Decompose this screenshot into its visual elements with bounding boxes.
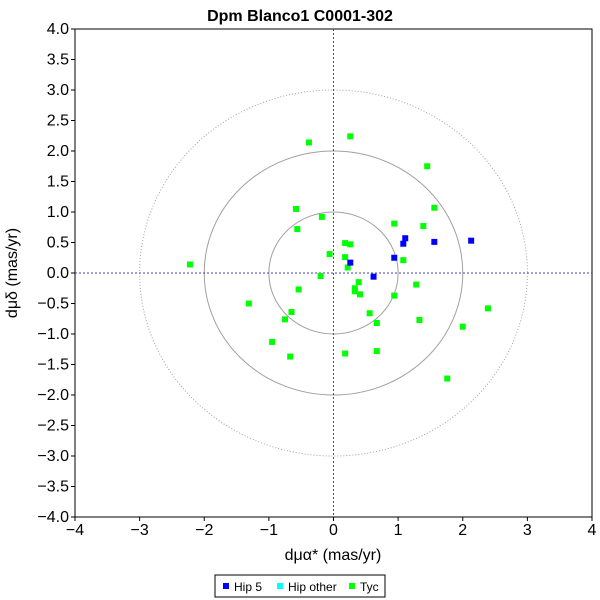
y-tick-label: 1.5: [47, 174, 69, 191]
data-point-tyc: [351, 285, 358, 292]
x-tick-label: 0: [329, 522, 338, 539]
legend: Hip 5 Hip other Tyc: [214, 574, 386, 598]
data-point-tyc: [344, 264, 351, 271]
data-point-tyc: [416, 316, 423, 323]
data-point-hip-5: [391, 254, 398, 261]
y-axis-label: dμδ (mas/yr): [4, 228, 21, 318]
data-point-tyc: [318, 213, 325, 220]
y-tick-label: 1.0: [47, 204, 69, 221]
data-point-tyc: [373, 348, 380, 355]
data-point-tyc: [342, 240, 349, 247]
legend-label-tyc: Tyc: [360, 580, 379, 594]
data-point-tyc: [187, 261, 194, 268]
data-point-tyc: [305, 139, 312, 146]
y-tick-label: −1.0: [37, 326, 69, 343]
data-point-tyc: [287, 353, 294, 360]
data-point-tyc: [295, 286, 302, 293]
legend-swatch-hip-other: [277, 583, 283, 589]
y-tick-label: 3.5: [47, 52, 69, 69]
data-point-tyc: [413, 281, 420, 288]
data-point-tyc: [391, 292, 398, 299]
y-tick-label: −3.0: [37, 448, 69, 465]
legend-swatch-tyc: [349, 583, 355, 589]
data-points: [187, 133, 491, 382]
data-point-tyc: [293, 205, 300, 212]
y-tick-label: −0.5: [37, 296, 69, 313]
y-tick-label: 2.5: [47, 113, 69, 130]
y-tick-label: −2.5: [37, 418, 69, 435]
legend-swatch-hip5: [223, 583, 229, 589]
y-axis-ticks: 4.0 3.5 3.0 2.5 2.0 1.5 1.0 0.5 0.0 −0.5 −1.0 −1.5 −…: [37, 21, 75, 526]
y-tick-label: 0.5: [47, 235, 69, 252]
data-point-tyc: [420, 223, 427, 230]
y-tick-label: 4.0: [47, 21, 69, 38]
data-point-tyc: [444, 375, 451, 382]
data-point-tyc: [424, 163, 431, 170]
y-tick-label: 3.0: [47, 82, 69, 99]
data-point-tyc: [431, 204, 438, 211]
legend-box: [214, 574, 386, 598]
data-point-tyc: [400, 257, 407, 264]
data-point-tyc: [459, 323, 466, 330]
x-tick-label: 2: [458, 522, 467, 539]
data-point-tyc: [484, 305, 491, 312]
x-tick-label: −3: [131, 522, 149, 539]
data-point-hip-5: [400, 240, 407, 247]
data-point-tyc: [373, 320, 380, 327]
data-point-tyc: [356, 291, 363, 298]
x-tick-label: 3: [523, 522, 532, 539]
data-point-tyc: [351, 288, 358, 295]
x-tick-label: −4: [66, 522, 84, 539]
data-point-tyc: [342, 350, 349, 357]
y-tick-label: −1.5: [37, 357, 69, 374]
data-point-tyc: [288, 309, 295, 316]
y-tick-label: −4.0: [37, 509, 69, 526]
data-point-hip-5: [370, 273, 377, 280]
data-point-tyc: [366, 310, 373, 317]
zero-lines: [75, 29, 592, 517]
data-point-tyc: [391, 220, 398, 227]
x-tick-label: 4: [588, 522, 597, 539]
x-tick-label: −1: [260, 522, 278, 539]
data-point-hip-5: [402, 235, 409, 242]
x-axis-ticks: −4 −3 −2 −1 0 1 2 3 4: [66, 517, 597, 539]
data-point-tyc: [317, 273, 324, 280]
data-point-tyc: [342, 254, 349, 261]
data-point-tyc: [294, 226, 301, 233]
x-tick-label: −2: [195, 522, 213, 539]
y-tick-label: −2.0: [37, 387, 69, 404]
data-point-tyc: [347, 133, 354, 140]
x-tick-label: 1: [394, 522, 403, 539]
data-point-hip-5: [347, 259, 354, 266]
x-axis-label: dμα* (mas/yr): [285, 547, 382, 564]
legend-label-hip-other: Hip other: [288, 580, 337, 594]
data-point-tyc: [245, 300, 252, 307]
data-point-tyc: [326, 251, 333, 258]
y-tick-label: −3.5: [37, 479, 69, 496]
data-point-hip-5: [468, 237, 475, 244]
data-point-tyc: [269, 338, 276, 345]
legend-label-hip5: Hip 5: [234, 580, 262, 594]
data-point-tyc: [347, 241, 354, 248]
data-point-hip-5: [431, 238, 438, 245]
chart-title: Dpm Blanco1 C0001-302: [207, 8, 393, 25]
y-tick-label: 0.0: [47, 265, 69, 282]
data-point-tyc: [355, 279, 362, 286]
y-tick-label: 2.0: [47, 143, 69, 160]
data-point-tyc: [282, 316, 289, 323]
